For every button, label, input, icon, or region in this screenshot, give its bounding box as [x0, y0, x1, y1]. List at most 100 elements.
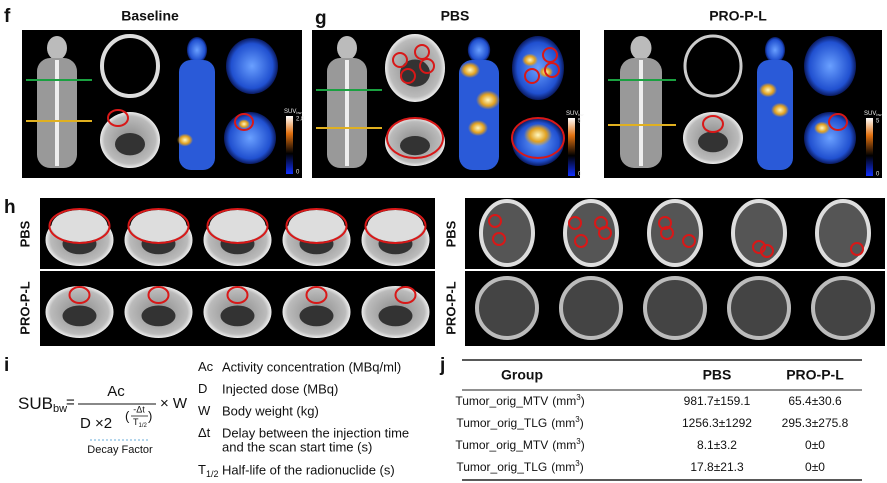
colorbar-label-sub: bw — [876, 112, 881, 117]
table-header: Group — [501, 367, 543, 383]
formula-times: × W — [160, 395, 188, 412]
pet-body — [459, 60, 499, 170]
row-name-main: Tumor_orig_MTV — [455, 394, 548, 408]
def-text: and the scan start time (s) — [222, 439, 372, 454]
roi-circle — [682, 234, 696, 248]
hot-spot — [460, 62, 480, 78]
exp-den: T1/2 — [133, 417, 148, 428]
colorbar-label-main: SUV — [566, 111, 578, 117]
row-unit: (mm — [552, 394, 576, 408]
row-unit-exp: 3 — [575, 459, 580, 468]
def-symbol-main: W — [198, 403, 211, 418]
hot-spot — [238, 119, 250, 129]
exp-den-main: T — [133, 417, 139, 427]
exp-num: -Δt — [133, 404, 145, 414]
roi-circle — [234, 113, 254, 131]
brain — [815, 199, 871, 267]
roi-circle — [147, 286, 170, 304]
roi-circle — [127, 208, 190, 244]
roi-circle — [702, 115, 724, 133]
panel-label: i — [4, 355, 9, 376]
hot-spot — [468, 120, 488, 136]
ct-ring — [683, 34, 743, 98]
roi-circle — [660, 226, 674, 240]
colorbar-min: 0 — [876, 172, 880, 178]
title: PBS — [441, 8, 470, 24]
def-text: Injected dose (MBq) — [222, 381, 338, 396]
def-text: Delay between the injection time — [222, 425, 409, 440]
roi-circle — [107, 109, 129, 127]
row-label: PRO-P-L — [443, 281, 458, 335]
formula-num: Ac — [107, 383, 125, 400]
def-text: Body weight (kg) — [222, 403, 319, 418]
tumor — [51, 210, 108, 242]
pet-body — [179, 60, 215, 170]
hot-spot — [814, 121, 830, 135]
ct-head — [337, 36, 357, 60]
row-unit-close: ) — [581, 438, 585, 452]
row-label: PRO-P-L — [17, 281, 32, 335]
pet-ring — [226, 38, 278, 94]
row-name-main: Tumor_orig_TLG — [456, 416, 547, 430]
formula-lhs-sub: bw — [53, 403, 67, 415]
ct-inner — [299, 305, 334, 327]
colorbar-label: SUVbw — [864, 111, 882, 117]
brain — [563, 199, 619, 267]
pet-head — [467, 37, 491, 63]
def-symbol-main: Δt — [198, 425, 211, 440]
roi-circle — [574, 234, 588, 248]
row-unit-exp: 3 — [576, 393, 581, 402]
pet-head — [186, 37, 208, 63]
roi-circle — [48, 208, 111, 244]
tumor — [130, 210, 187, 242]
ct-spine — [55, 60, 59, 166]
roi-circle — [492, 232, 506, 246]
colorbar-max: 5 — [578, 119, 582, 125]
colorbar-label: SUVbw — [284, 109, 302, 115]
colorbar-max: 5 — [876, 119, 880, 125]
roi-circle — [524, 68, 540, 84]
roi-circle — [828, 113, 848, 131]
ct-ring — [100, 34, 160, 98]
roi-circle — [226, 286, 249, 304]
colorbar-min: 0 — [296, 170, 300, 176]
def-text: Half-life of the radionuclide (s) — [222, 462, 395, 477]
ct-inner — [378, 305, 413, 327]
brain — [479, 199, 535, 267]
row-unit-close: ) — [581, 394, 585, 408]
row-name: Tumor_orig_MTV (mm3) — [455, 393, 584, 408]
row-unit: (mm — [551, 416, 575, 430]
roi-circle — [285, 208, 348, 244]
row-unit-exp: 3 — [575, 415, 580, 424]
colorbar-label-main: SUV — [864, 111, 876, 117]
ct-inner — [220, 305, 255, 327]
hot-spot — [522, 53, 538, 67]
roi-circle — [598, 226, 612, 240]
ct-spine — [639, 60, 643, 166]
colorbar-min: 0 — [578, 172, 582, 178]
ct-inner — [400, 136, 430, 156]
brain — [811, 276, 875, 340]
def-symbol-main: D — [198, 381, 207, 396]
ct-spine — [345, 60, 349, 166]
roi-circle — [392, 52, 408, 68]
colorbar-label: SUVbw — [566, 111, 584, 117]
colorbar — [286, 116, 293, 174]
roi-circle — [394, 286, 417, 304]
decay-note: Decay Factor — [87, 444, 153, 456]
colorbar-label-sub: bw — [296, 110, 301, 115]
roi-circle — [414, 44, 430, 60]
panel-label: h — [4, 197, 16, 218]
brain — [643, 276, 707, 340]
pet-slice — [804, 36, 856, 96]
exp-open: ( — [125, 408, 130, 423]
formula-lhs-main: SUB — [18, 394, 53, 413]
row-unit-close: ) — [580, 416, 584, 430]
def-symbol-main: T — [198, 462, 206, 477]
row-label: PBS — [443, 220, 458, 247]
colorbar-max: 2.8 — [296, 117, 305, 123]
brain — [559, 276, 623, 340]
tumor — [288, 210, 345, 242]
roi-circle — [542, 47, 558, 63]
row-unit: (mm — [551, 460, 575, 474]
